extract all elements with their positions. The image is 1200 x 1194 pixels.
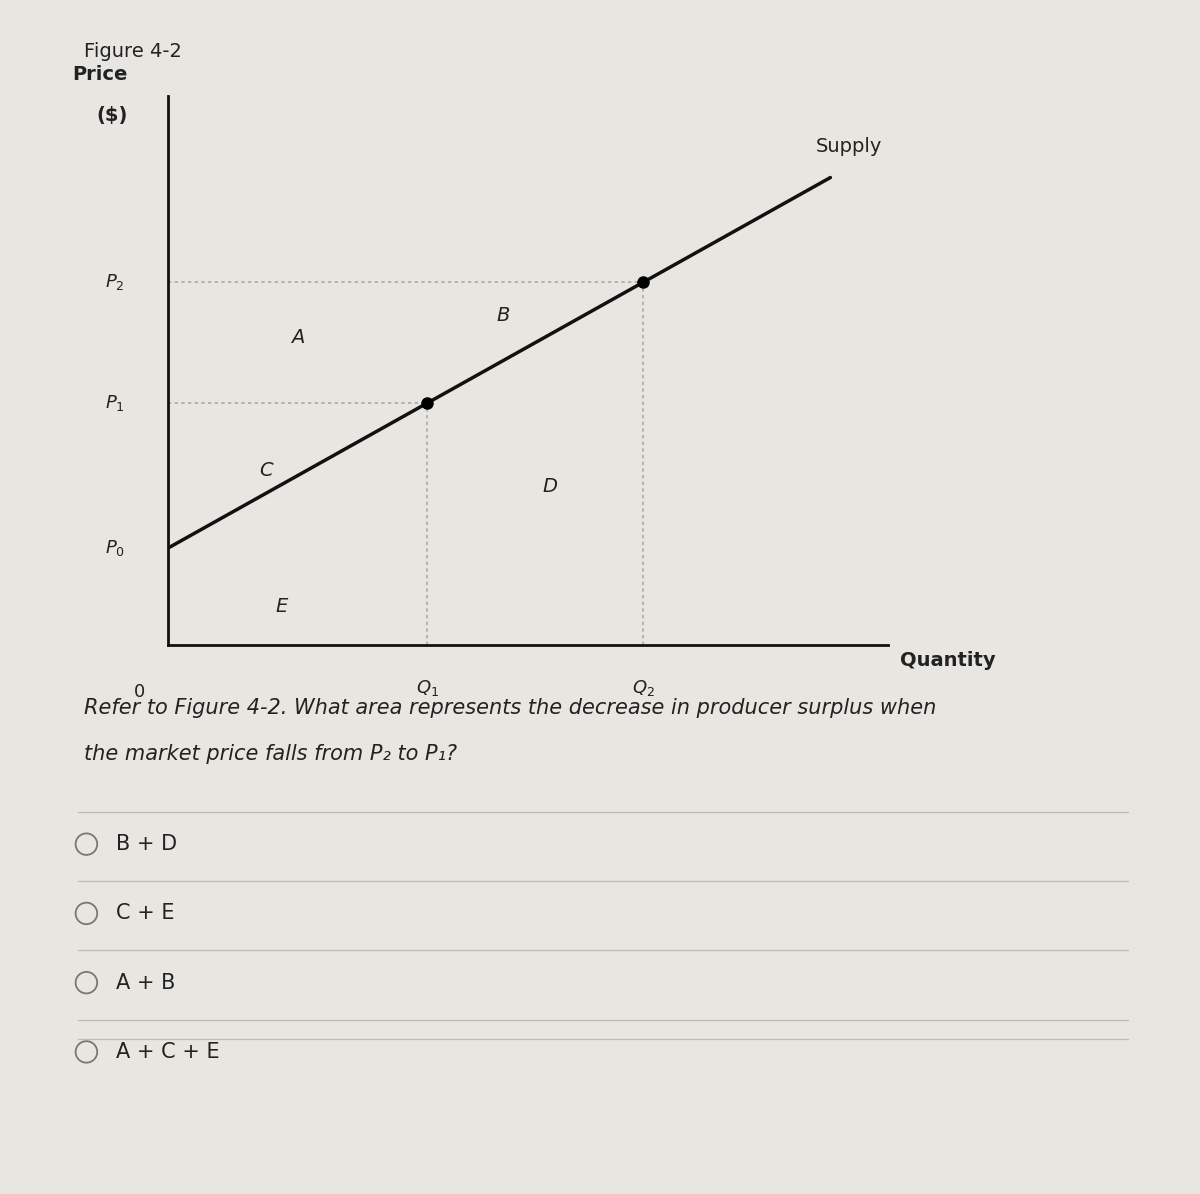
Text: B + D: B + D <box>116 835 178 854</box>
Text: E: E <box>276 597 288 616</box>
Text: C: C <box>259 461 274 480</box>
Text: Refer to Figure 4-2. What area represents the decrease in producer surplus when: Refer to Figure 4-2. What area represent… <box>84 698 936 719</box>
Text: Supply: Supply <box>816 136 882 155</box>
Text: A: A <box>290 327 305 346</box>
Text: A + C + E: A + C + E <box>116 1042 220 1061</box>
Text: ($): ($) <box>96 106 127 125</box>
Text: Quantity: Quantity <box>900 651 996 670</box>
Text: $Q_1$: $Q_1$ <box>415 678 439 697</box>
Text: $P_2$: $P_2$ <box>106 272 125 293</box>
Text: C + E: C + E <box>116 904 175 923</box>
Text: Figure 4-2: Figure 4-2 <box>84 42 182 61</box>
Text: D: D <box>542 478 557 496</box>
Text: $P_1$: $P_1$ <box>106 393 125 413</box>
Text: $P_0$: $P_0$ <box>104 538 125 558</box>
Text: B: B <box>496 306 510 325</box>
Text: the market price falls from P₂ to P₁?: the market price falls from P₂ to P₁? <box>84 744 457 764</box>
Text: A + B: A + B <box>116 973 175 992</box>
Text: Price: Price <box>72 64 127 84</box>
Text: $Q_2$: $Q_2$ <box>631 678 655 697</box>
Text: 0: 0 <box>133 683 145 701</box>
